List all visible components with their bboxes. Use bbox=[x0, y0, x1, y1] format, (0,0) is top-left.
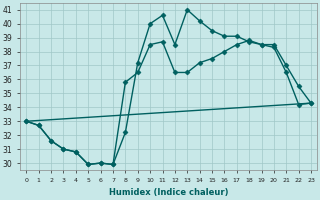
X-axis label: Humidex (Indice chaleur): Humidex (Indice chaleur) bbox=[109, 188, 228, 197]
